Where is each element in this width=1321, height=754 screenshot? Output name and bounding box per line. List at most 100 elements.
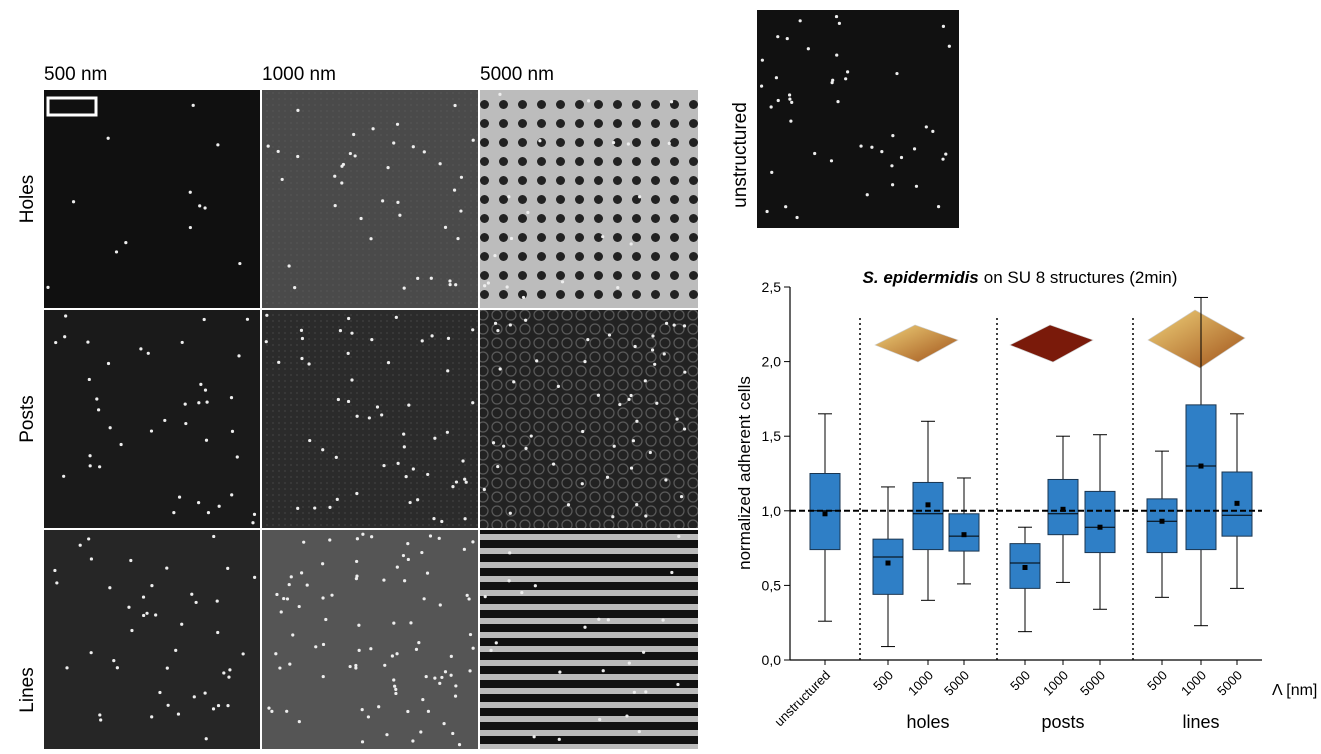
cell [551, 462, 556, 466]
cell [108, 426, 112, 430]
micrograph [480, 530, 698, 749]
y-tick-label: 0,5 [762, 577, 782, 593]
cell [338, 329, 343, 333]
box [948, 513, 980, 552]
cell [424, 674, 428, 679]
cell [471, 646, 475, 650]
cell [78, 543, 82, 547]
cell [438, 162, 442, 166]
cell [205, 400, 209, 404]
mean [822, 511, 828, 517]
cell [463, 517, 467, 521]
cell [180, 622, 184, 626]
cell [355, 491, 359, 496]
cell [230, 429, 235, 433]
cell [158, 690, 162, 695]
cell [95, 397, 99, 401]
mean [1060, 506, 1066, 512]
cell [180, 340, 184, 345]
cell [664, 321, 669, 325]
cell [502, 444, 506, 448]
cell [112, 659, 116, 663]
cell [206, 511, 211, 515]
cell [154, 613, 158, 617]
cell [631, 439, 636, 443]
cell [108, 586, 112, 590]
cell [556, 384, 560, 388]
cell [212, 534, 216, 539]
cell [300, 336, 305, 341]
mean [1097, 524, 1103, 530]
micrograph [44, 530, 260, 749]
cell [354, 666, 358, 670]
cell [557, 737, 561, 741]
box [912, 481, 944, 551]
cell [509, 236, 514, 241]
cell [787, 93, 792, 97]
cell [321, 448, 325, 452]
cell [947, 44, 951, 48]
cell [467, 597, 471, 601]
cell [670, 570, 674, 575]
cell [300, 571, 304, 575]
cell [270, 709, 274, 713]
cell [830, 81, 834, 85]
cell [446, 369, 450, 373]
cell [651, 334, 655, 338]
cell [335, 497, 339, 501]
micrograph [757, 10, 959, 228]
cell [394, 687, 398, 691]
cell [357, 648, 361, 652]
x-unit-label: Λ [nm] [1272, 682, 1317, 699]
cell [297, 720, 301, 724]
cell [130, 628, 134, 633]
cell [583, 625, 587, 629]
cell [216, 143, 220, 147]
cell [612, 444, 616, 448]
cell [635, 419, 639, 423]
cell [456, 236, 460, 241]
cell [675, 417, 679, 421]
mean [961, 532, 967, 538]
cell [650, 348, 655, 352]
y-tick-label: 0,0 [762, 652, 782, 668]
cell [443, 670, 448, 674]
cell [626, 142, 630, 146]
cell [449, 654, 453, 658]
cell [353, 154, 357, 158]
cell [321, 674, 325, 679]
cell [216, 630, 220, 635]
cell [198, 204, 202, 208]
column-label: 1000 nm [262, 64, 336, 85]
cell [333, 204, 337, 208]
cell [798, 19, 802, 23]
cell [471, 540, 475, 544]
cell [837, 21, 841, 25]
cell [300, 356, 304, 361]
cell [936, 205, 941, 209]
cell [526, 210, 530, 215]
cell [296, 154, 300, 159]
cell [813, 151, 817, 156]
y-tick-label: 1,0 [762, 503, 782, 519]
cell [265, 313, 269, 317]
cell [347, 316, 351, 321]
x-tick-label: 1000 [1040, 668, 1071, 699]
row-label: Posts [17, 395, 38, 443]
cell [324, 617, 328, 622]
cell [508, 551, 512, 555]
cell [177, 495, 182, 499]
cell [587, 99, 591, 103]
cell [204, 737, 208, 741]
micrograph [480, 310, 698, 528]
cell [396, 461, 400, 466]
cell [328, 538, 332, 542]
group-label: posts [1041, 712, 1084, 732]
cell [348, 151, 352, 156]
cell [601, 235, 605, 239]
cell [870, 145, 874, 149]
cell [627, 661, 631, 665]
cell [64, 314, 68, 318]
cell [350, 331, 354, 335]
cell [865, 193, 869, 197]
